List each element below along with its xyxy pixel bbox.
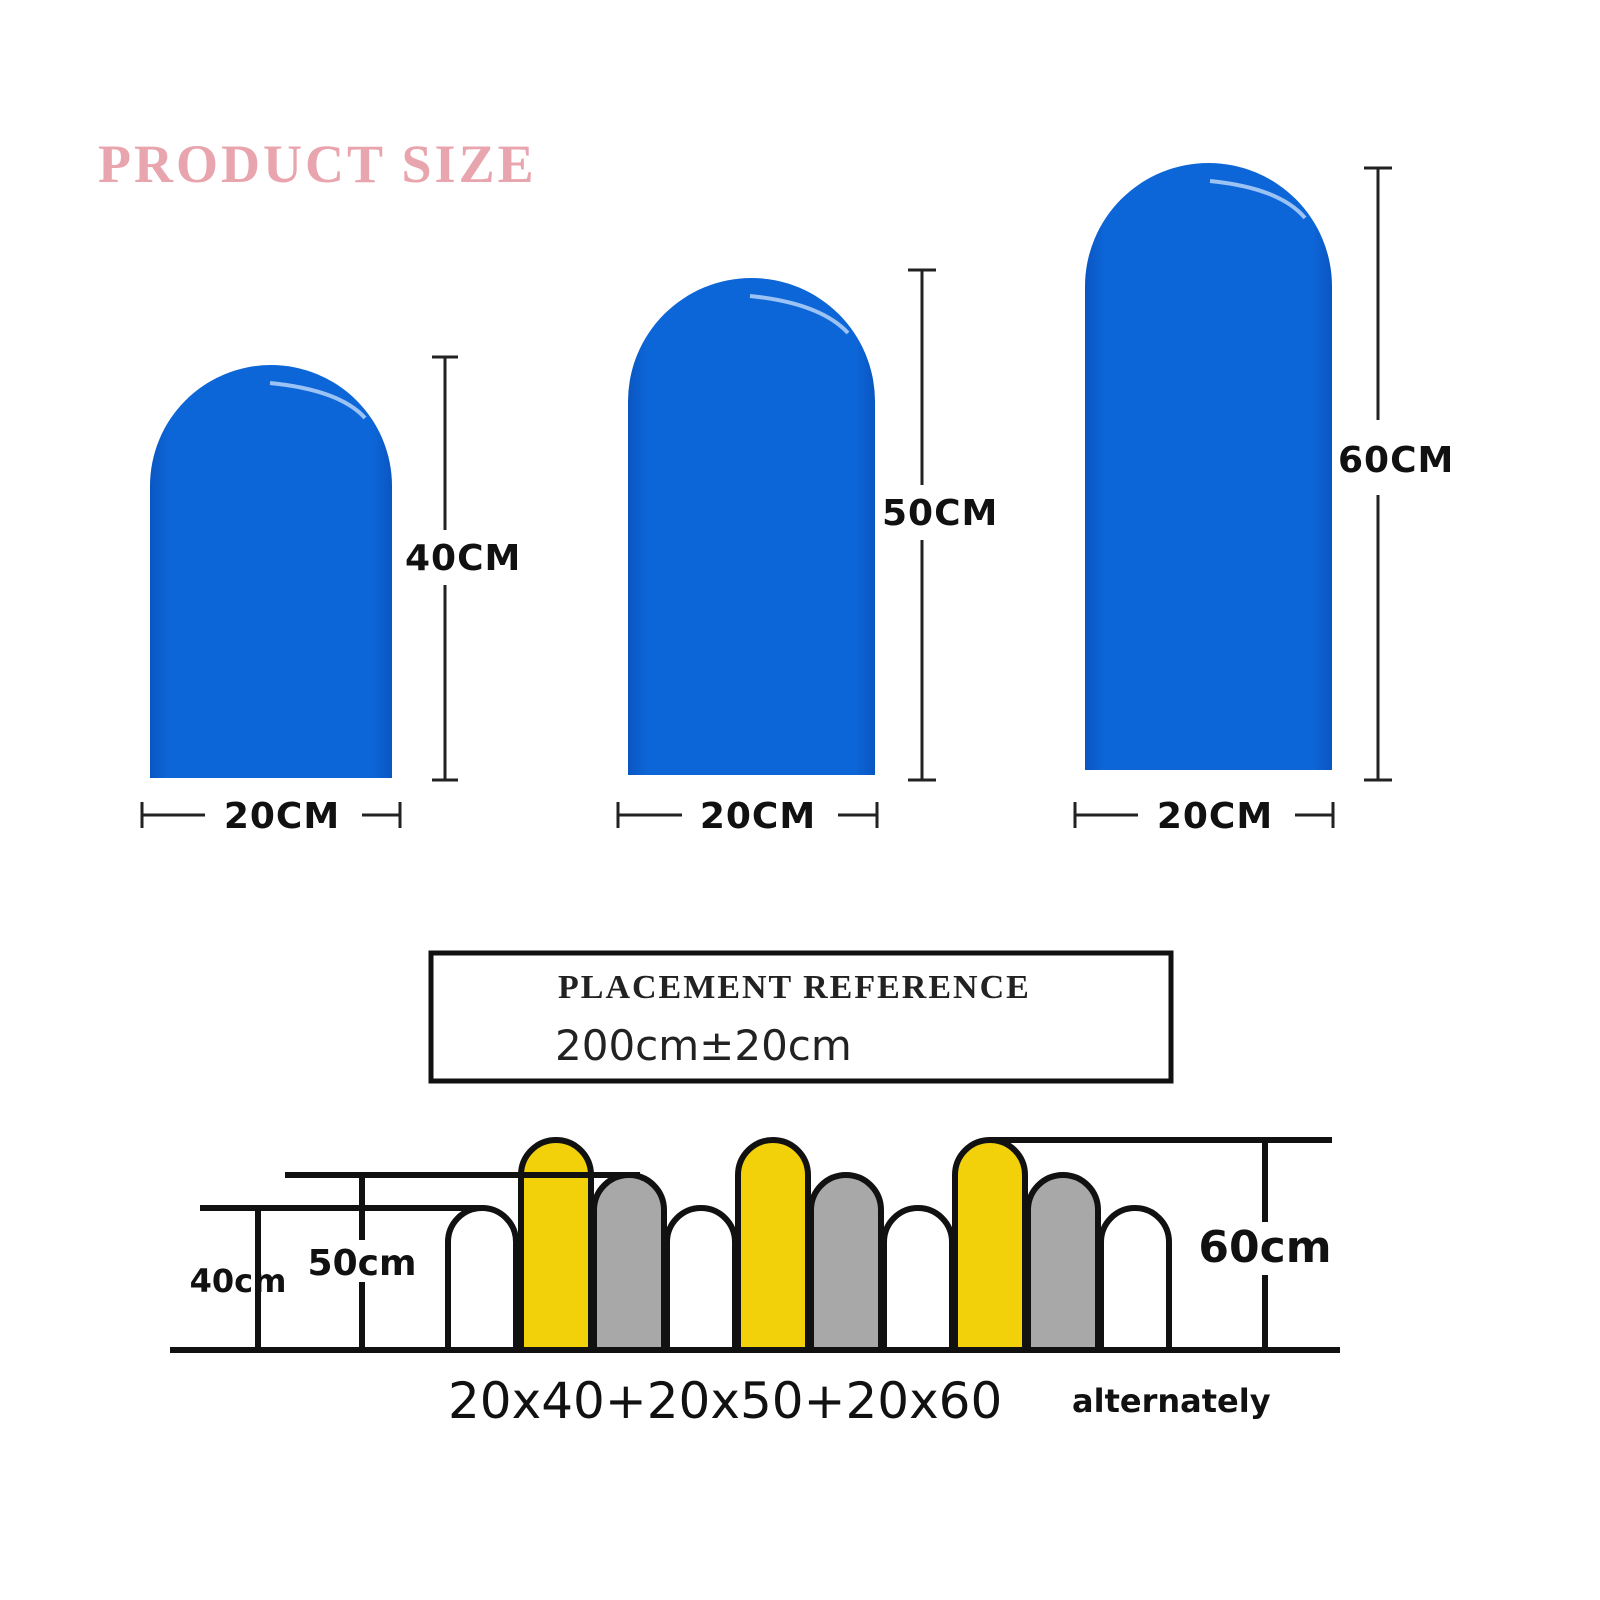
highlight — [269, 381, 367, 420]
placement-length: 200cm±20cm — [555, 1021, 852, 1070]
height-label: 40CM — [405, 538, 521, 579]
fence-piece-40 — [1098, 1205, 1172, 1350]
highlight — [749, 294, 850, 335]
width-label: 20CM — [700, 796, 816, 837]
fence-piece-60 — [735, 1137, 811, 1350]
fence-piece-40 — [664, 1205, 738, 1350]
width-label: 20CM — [224, 796, 340, 837]
title: PRODUCT SIZE — [98, 134, 537, 194]
highlight — [1209, 179, 1307, 220]
panel — [1085, 163, 1332, 770]
fence-label-40: 40cm — [190, 1262, 287, 1300]
fence-piece-50 — [1025, 1172, 1101, 1350]
fence-piece-40 — [881, 1205, 955, 1350]
width-label: 20CM — [1157, 796, 1273, 837]
fence-piece-50 — [808, 1172, 884, 1350]
height-label: 60CM — [1338, 440, 1454, 481]
panel — [150, 365, 392, 778]
placement-title: PLACEMENT REFERENCE — [558, 969, 1031, 1006]
fence-piece-40 — [445, 1205, 519, 1350]
fence-piece-60 — [952, 1137, 1028, 1350]
fence-piece-60 — [518, 1137, 594, 1350]
height-label: 50CM — [882, 493, 998, 534]
fence-label-50: 50cm — [308, 1243, 417, 1284]
fence-label-60: 60cm — [1198, 1222, 1331, 1273]
formula-note: alternately — [1072, 1382, 1271, 1420]
fence-piece-50 — [591, 1172, 667, 1350]
placement-box — [428, 950, 1174, 1084]
formula: 20x40+20x50+20x60 — [448, 1372, 1002, 1430]
panel — [628, 278, 875, 775]
